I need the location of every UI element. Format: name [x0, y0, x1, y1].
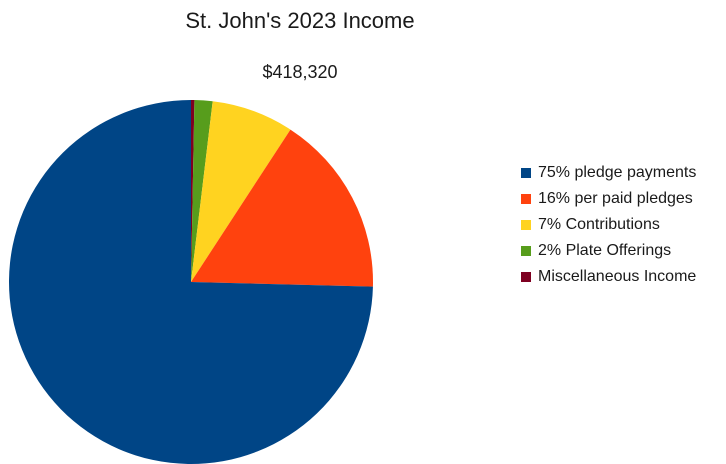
pie-slice-plate-offerings	[191, 100, 213, 282]
legend-label: Miscellaneous Income	[538, 268, 697, 285]
pie-slice-pledge-payments	[8, 100, 373, 464]
chart-subtitle: $418,320	[262, 62, 338, 82]
legend-item: 7% Contributions	[521, 212, 696, 238]
pie-slice-miscellaneous-income	[191, 99, 195, 282]
legend-swatch	[521, 168, 531, 178]
legend-item: Miscellaneous Income	[521, 264, 696, 290]
legend-swatch	[521, 272, 531, 282]
legend-item: 16% per paid pledges	[521, 186, 696, 212]
pie-slice-contributions	[191, 101, 291, 282]
legend-swatch	[521, 220, 531, 230]
pie-slice-per-paid-pledges	[191, 129, 373, 287]
legend-item: 75% pledge payments	[521, 160, 696, 186]
legend-label: 16% per paid pledges	[538, 190, 693, 207]
legend-swatch	[521, 246, 531, 256]
legend-label: 2% Plate Offerings	[538, 242, 672, 259]
chart-legend: 75% pledge payments 16% per paid pledges 7…	[521, 160, 696, 290]
legend-item: 2% Plate Offerings	[521, 238, 696, 264]
chart-title: St. John's 2023 Income	[185, 8, 415, 33]
legend-label: 7% Contributions	[538, 216, 660, 233]
legend-swatch	[521, 194, 531, 204]
legend-label: 75% pledge payments	[538, 164, 697, 181]
